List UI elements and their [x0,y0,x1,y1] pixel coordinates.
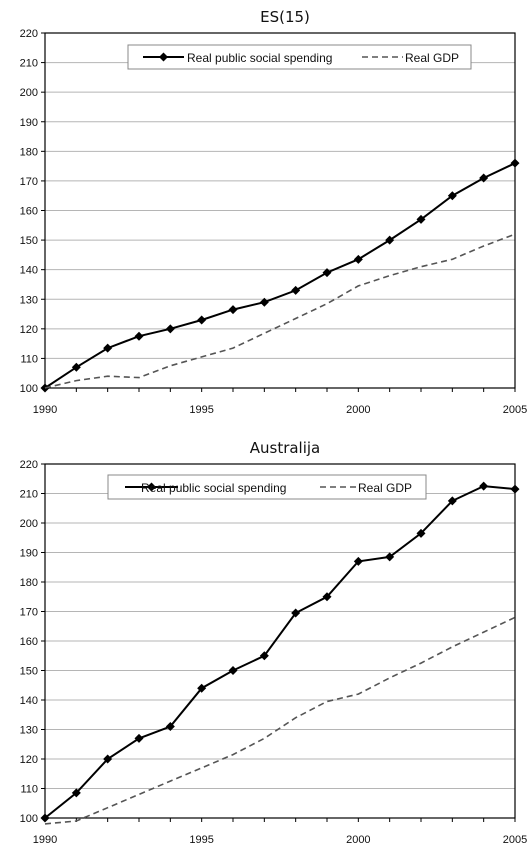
data-point [322,268,332,278]
y-tick-label: 210 [20,489,38,501]
y-tick-label: 110 [20,784,38,796]
chart-title: Australija [250,439,321,457]
data-point [385,235,395,245]
y-tick-label: 170 [20,176,38,188]
series-line-social-spending [44,162,516,389]
data-point [197,683,207,693]
data-point [291,608,301,618]
y-tick-label: 130 [20,725,38,737]
data-point [447,496,457,506]
legend-marker [159,52,168,62]
data-point [165,722,175,732]
legend-label-real-gdp: Real GDP [405,51,459,65]
x-tick-label: 2000 [346,404,370,416]
y-tick-label: 100 [20,383,38,395]
y-tick-label: 120 [20,754,38,766]
data-point [259,297,269,307]
data-point [228,305,238,315]
y-tick-label: 150 [20,666,38,678]
data-point [510,484,520,494]
data-point [134,331,144,341]
chart-panel-2: Australija 100 110 120 130 140 150 160 170 180 190… [20,439,528,846]
y-tick-label: 140 [20,265,38,277]
data-point [479,481,489,491]
y-tick-label: 160 [20,206,38,218]
x-tick-label: 2000 [346,834,370,846]
data-point [228,666,238,675]
plot-area [44,463,516,819]
chart-title: ES(15) [260,8,310,26]
data-point [134,733,144,743]
y-tick-label: 200 [20,87,38,99]
legend-label-social-spending: Real public social spending [187,51,332,65]
y-tick-label: 140 [20,695,38,707]
y-tick-label: 100 [20,813,38,825]
legend-box [127,44,472,70]
x-tick-label: 1995 [189,834,213,846]
data-point [71,788,81,798]
legend-label-social-spending: Real public social spending [141,481,286,495]
y-tick-label: 200 [20,518,38,530]
plot-area [44,32,516,389]
data-point [71,362,81,372]
y-tick-label: 180 [20,577,38,589]
legend: Real public social spending Real GDP [127,44,472,70]
series-line-real-gdp [44,616,516,825]
y-tick-label: 190 [20,117,38,129]
y-tick-label: 120 [20,324,38,336]
data-point [291,285,301,295]
data-point [353,254,363,264]
y-tick-label: 220 [20,28,38,40]
x-tick-label: 1990 [33,834,57,846]
y-tick-label: 210 [20,58,38,70]
data-point [165,324,175,334]
y-tick-label: 190 [20,548,38,560]
data-point [322,592,332,602]
y-tick-label: 170 [20,607,38,619]
x-tick-label: 1990 [33,404,57,416]
legend: Real public social spending Real GDP [107,474,427,500]
legend-marker [147,482,156,492]
y-tick-label: 150 [20,235,38,247]
data-point [40,813,50,823]
data-point [510,158,520,168]
y-tick-label: 110 [20,353,38,365]
x-tick-label: 2005 [503,834,527,846]
legend-label-real-gdp: Real GDP [358,481,412,495]
x-tick-label: 1995 [189,404,213,416]
y-tick-label: 160 [20,636,38,648]
y-tick-label: 180 [20,146,38,158]
data-point [259,651,269,661]
data-point [353,556,363,566]
data-point [385,552,395,562]
data-point [416,214,426,224]
data-point [197,315,207,325]
data-point [103,343,113,353]
x-tick-label: 2005 [503,404,527,416]
series-line-social-spending [44,485,516,819]
data-point [479,173,489,183]
data-point [416,528,426,538]
y-tick-label: 130 [20,294,38,306]
chart-panel-1: ES(15) 100 110 120 130 140 150 160 170 180 190 200 2… [20,8,528,416]
data-point [103,754,113,764]
data-point [447,191,457,201]
y-tick-label: 220 [20,459,38,471]
series-line-real-gdp [44,233,516,389]
